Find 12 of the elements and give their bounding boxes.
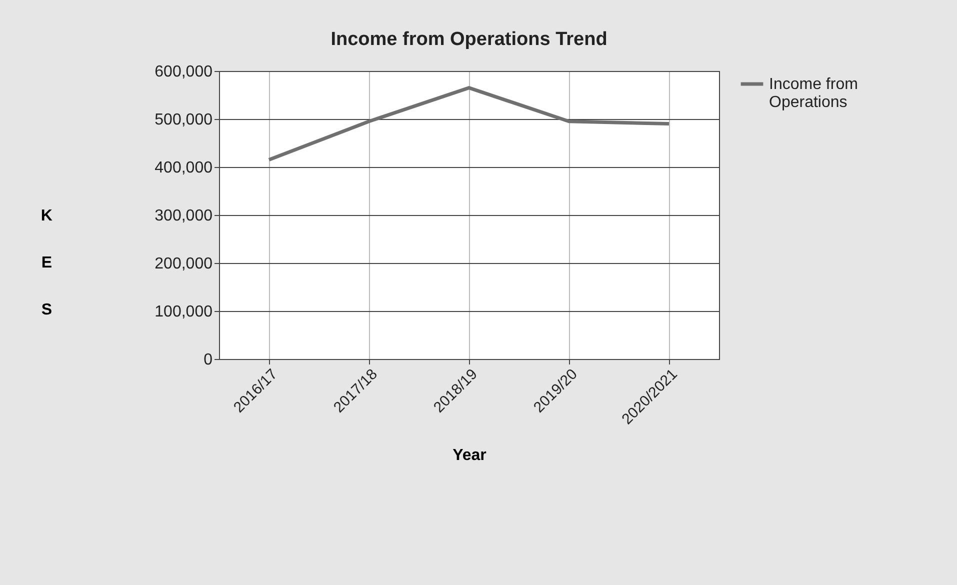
- chart-title: Income from Operations Trend: [330, 29, 608, 50]
- y-tick-label: 100,000: [154, 304, 213, 320]
- y-tick-label: 400,000: [154, 160, 213, 176]
- y-tick-label: 600,000: [154, 64, 213, 80]
- legend-label: Income from Operations: [769, 76, 858, 111]
- line-series: [267, 86, 671, 162]
- y-tick-label: 300,000: [154, 208, 213, 224]
- y-tick-label: 0: [204, 352, 213, 368]
- text: KES: [40, 208, 52, 318]
- y-tick-label: 500,000: [154, 112, 213, 128]
- x-axis-title: Year: [452, 447, 486, 464]
- y-tick-label: 200,000: [154, 256, 213, 272]
